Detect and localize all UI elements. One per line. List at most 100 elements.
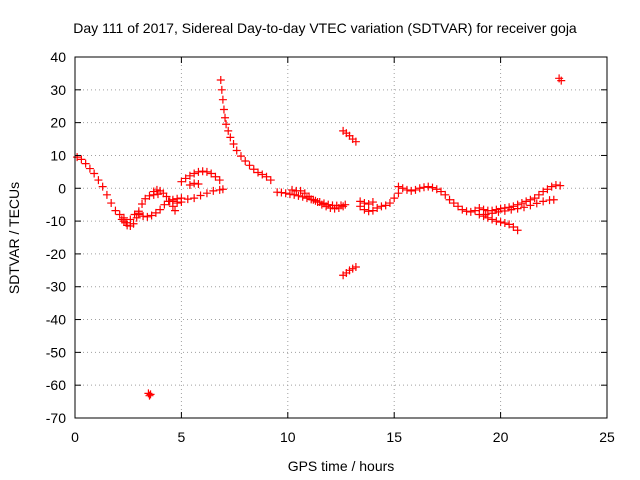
data-point xyxy=(145,391,154,400)
data-point xyxy=(190,169,199,178)
x-axis-title: GPS time / hours xyxy=(288,458,395,474)
data-point xyxy=(377,202,386,211)
data-point xyxy=(309,195,318,204)
data-point xyxy=(364,207,373,216)
data-point xyxy=(111,206,120,215)
data-point xyxy=(288,185,297,194)
data-point xyxy=(449,199,458,208)
x-tick-label: 5 xyxy=(178,429,186,445)
data-point xyxy=(254,168,263,177)
data-point xyxy=(441,190,450,199)
series-arc-13 xyxy=(339,263,360,280)
data-point xyxy=(479,212,488,221)
data-point xyxy=(356,197,365,206)
data-point xyxy=(492,217,501,226)
data-point xyxy=(81,159,90,168)
data-point xyxy=(513,226,522,235)
data-point xyxy=(351,263,360,272)
series-arc-11 xyxy=(288,185,348,213)
x-tick-label: 10 xyxy=(280,429,296,445)
data-point xyxy=(454,202,463,211)
data-point xyxy=(437,187,446,196)
data-point xyxy=(530,194,539,203)
data-point xyxy=(481,210,490,219)
data-point xyxy=(313,198,322,207)
data-point xyxy=(509,222,518,231)
data-point xyxy=(381,201,390,210)
data-point xyxy=(334,203,343,212)
data-point xyxy=(407,186,416,195)
data-point xyxy=(177,177,186,186)
data-point xyxy=(300,189,309,198)
data-point xyxy=(294,191,303,200)
data-point xyxy=(411,185,420,194)
data-point xyxy=(513,204,522,213)
series-arc-6 xyxy=(168,197,186,208)
data-point xyxy=(249,165,258,174)
chart-title: Day 111 of 2017, Sidereal Day-to-day VTE… xyxy=(73,20,577,36)
data-point xyxy=(146,390,155,399)
y-tick-label: 20 xyxy=(50,115,66,131)
data-point xyxy=(549,195,558,204)
series-arc-21 xyxy=(144,389,155,400)
data-point xyxy=(202,189,211,198)
data-point xyxy=(73,153,82,162)
data-point xyxy=(500,219,509,228)
data-point xyxy=(322,202,331,211)
data-point xyxy=(500,206,509,215)
data-point xyxy=(517,199,526,208)
x-tick-label: 20 xyxy=(493,429,509,445)
data-point xyxy=(185,180,194,189)
data-point xyxy=(129,219,138,228)
data-point xyxy=(94,176,103,185)
x-tick-label: 25 xyxy=(599,429,615,445)
data-point xyxy=(351,137,360,146)
data-point xyxy=(520,203,529,212)
data-point xyxy=(402,185,411,194)
series-arc-1 xyxy=(73,153,128,222)
data-point xyxy=(507,205,516,214)
data-point xyxy=(151,208,160,217)
data-point xyxy=(215,176,224,185)
data-point xyxy=(160,200,169,209)
y-tick-label: -70 xyxy=(46,410,66,426)
data-point xyxy=(141,194,150,203)
data-point xyxy=(432,185,441,194)
data-point xyxy=(266,176,275,185)
data-point xyxy=(262,172,271,181)
data-point xyxy=(419,183,428,192)
series-arc-7 xyxy=(177,167,224,186)
series-arc-10 xyxy=(273,188,350,210)
data-point xyxy=(547,182,556,191)
plot-frame xyxy=(74,56,608,419)
data-point xyxy=(216,75,225,84)
data-point xyxy=(183,195,192,204)
y-tick-label: -60 xyxy=(46,377,66,393)
data-point xyxy=(305,192,314,201)
series-arc-17 xyxy=(475,180,565,215)
data-point xyxy=(428,183,437,192)
data-point xyxy=(77,155,86,164)
data-point xyxy=(326,203,335,212)
series-arc-19 xyxy=(481,195,558,219)
data-point xyxy=(557,76,566,85)
data-point xyxy=(207,169,216,178)
data-point xyxy=(373,203,382,212)
data-point xyxy=(462,207,471,216)
data-point xyxy=(360,199,369,208)
series-arc-15 xyxy=(356,197,377,209)
data-point xyxy=(222,120,231,129)
data-points xyxy=(73,74,566,400)
data-point xyxy=(236,152,245,161)
data-point xyxy=(494,207,503,216)
y-tick-label: -50 xyxy=(46,344,66,360)
data-point xyxy=(534,190,543,199)
data-point xyxy=(211,172,220,181)
data-point xyxy=(171,206,180,215)
data-point xyxy=(115,210,124,219)
data-point xyxy=(143,212,152,221)
data-point xyxy=(522,197,531,206)
series-arc-8 xyxy=(185,179,203,189)
data-point xyxy=(117,215,126,224)
